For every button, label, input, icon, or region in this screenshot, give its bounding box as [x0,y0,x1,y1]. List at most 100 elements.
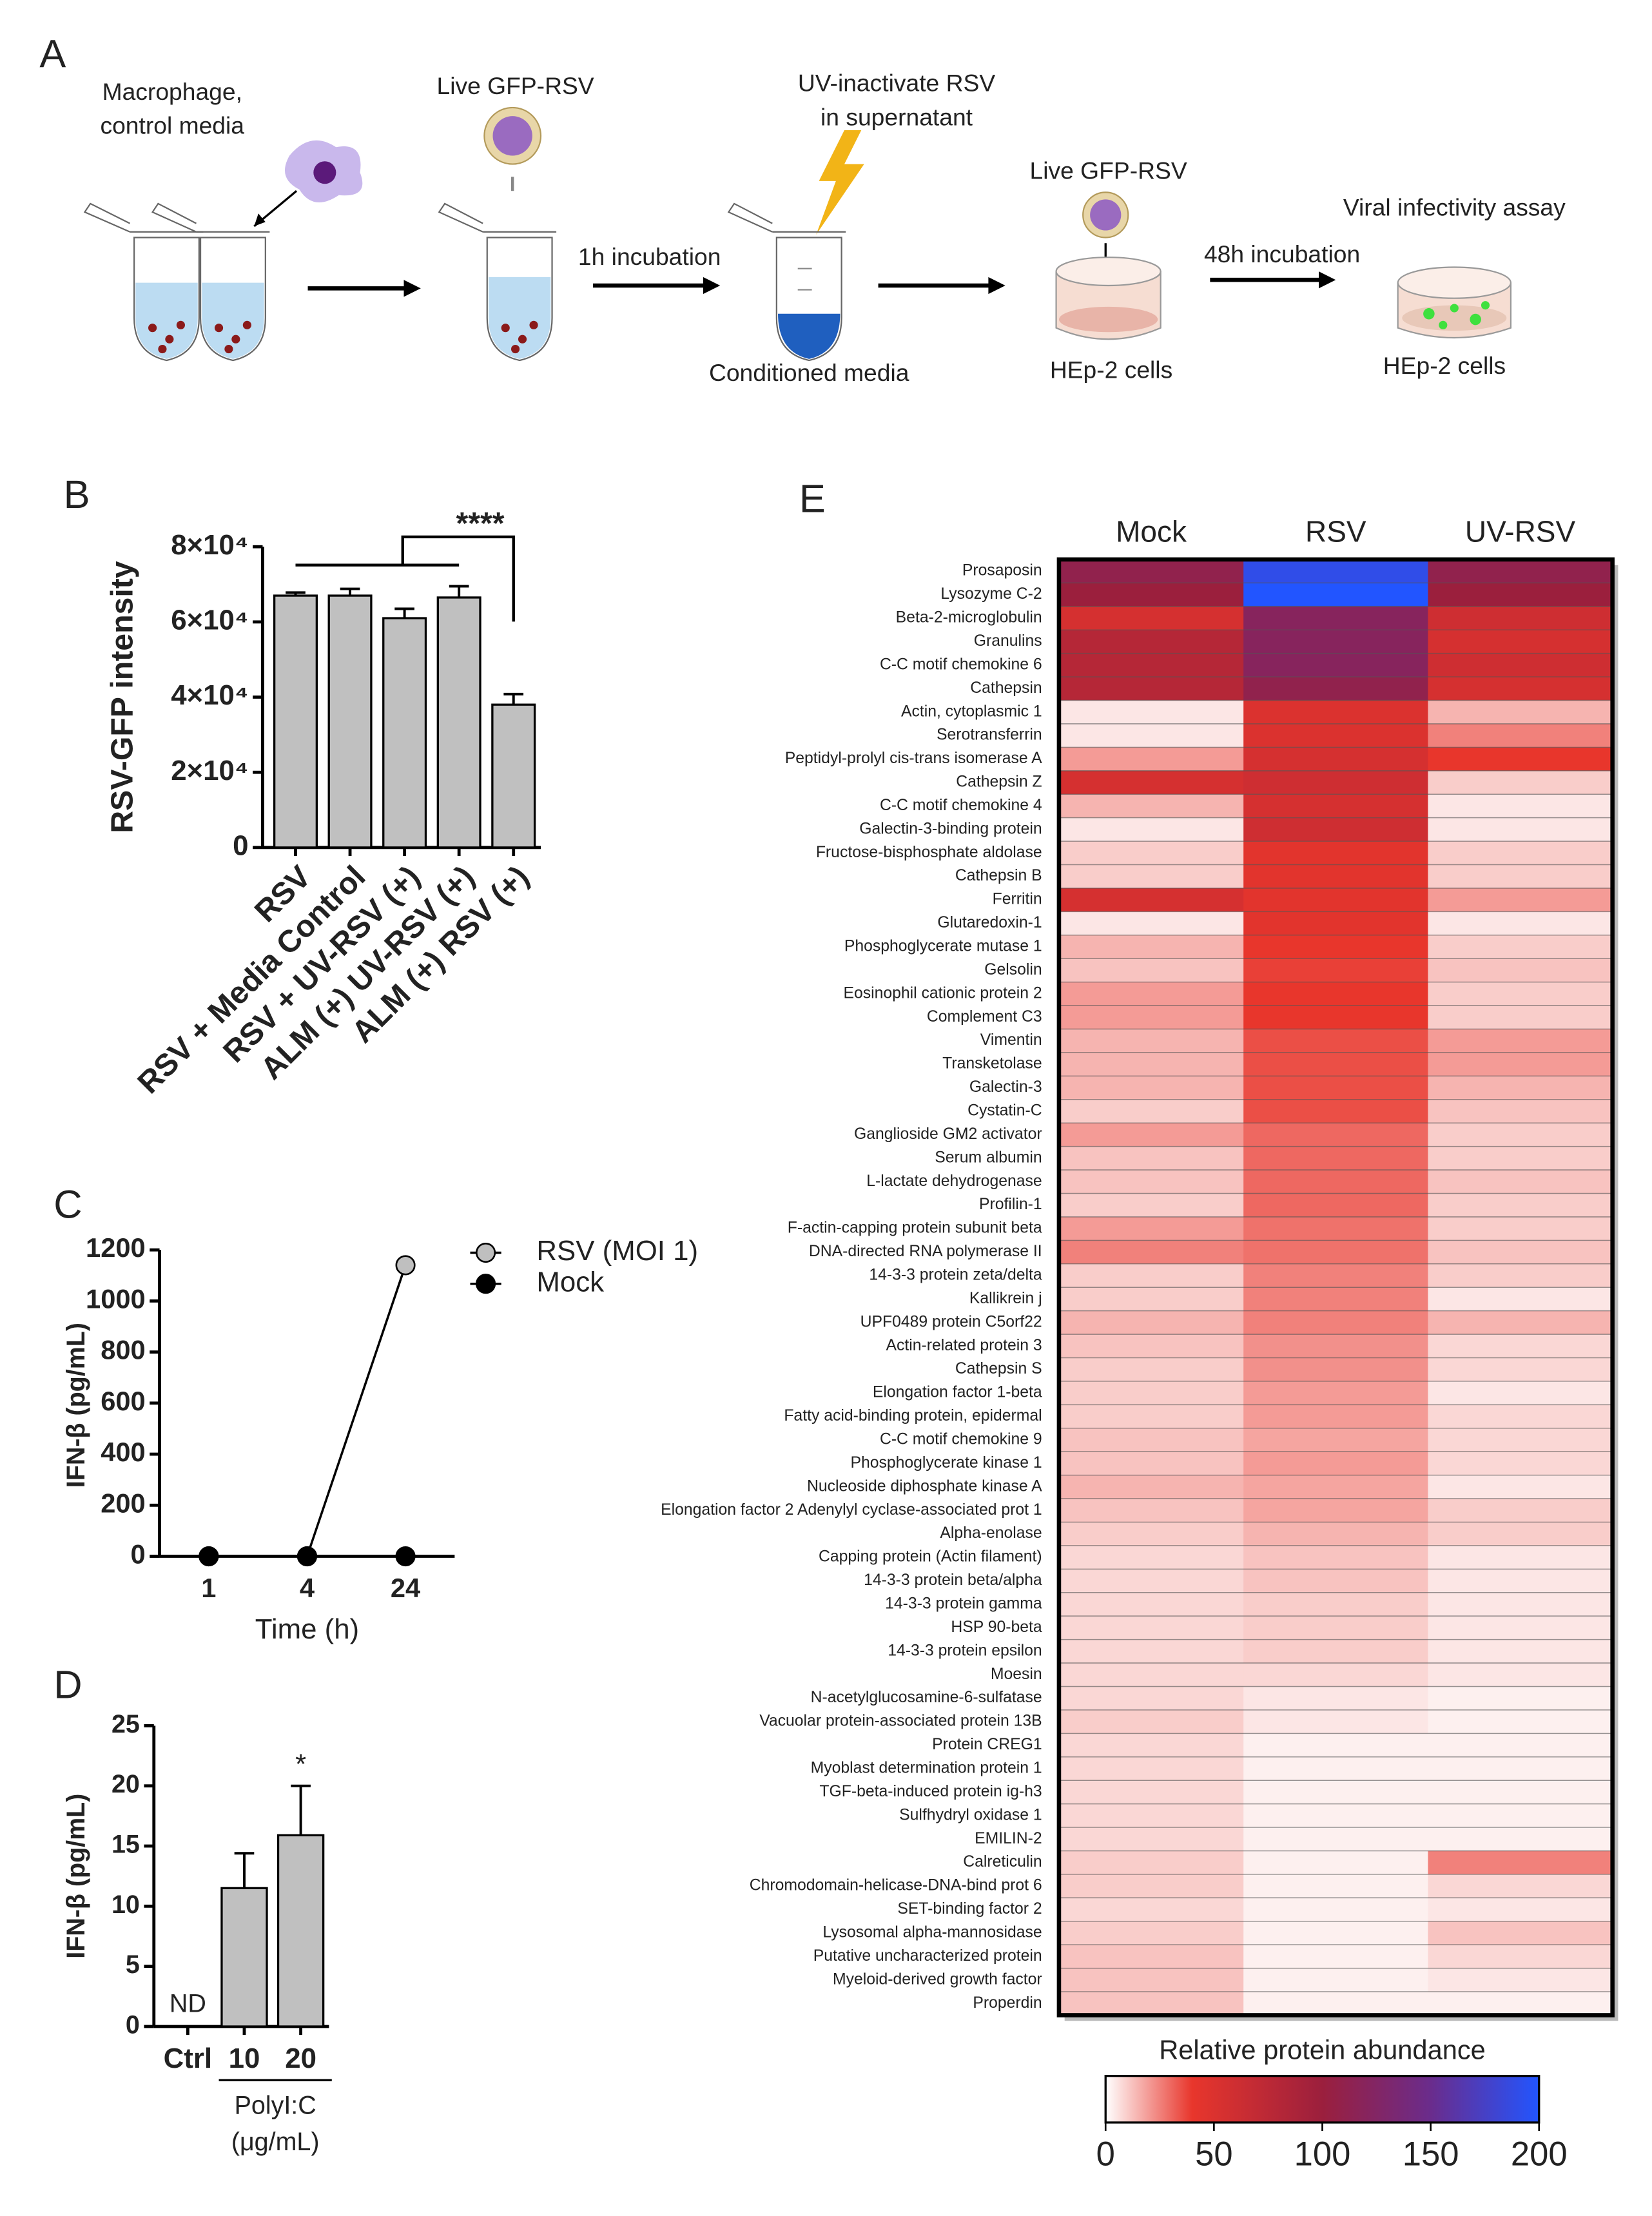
y-axis-label: RSV-GFP intensity [105,561,140,833]
row-label: Transketolase [942,1055,1042,1073]
row-label: Beta-2-microglobulin [896,609,1042,627]
heatmap-cell [1243,630,1429,654]
heatmap-cell [1058,1099,1245,1124]
row-label: Vimentin [980,1031,1042,1049]
heatmap-cell [1428,1921,1613,1946]
row-label: C-C motif chemokine 4 [880,797,1042,814]
legend-marker [476,1274,496,1294]
row-label: L-lactate dehydrogenase [866,1172,1042,1190]
heatmap-cell [1058,1898,1245,1922]
heatmap-cell [1243,1756,1429,1782]
heatmap-cell [1058,1475,1245,1499]
heatmap-cell [1058,723,1245,748]
label: Macrophage, [102,78,242,105]
colorbar-tick-label: 200 [1511,2135,1568,2173]
heatmap-cell [1058,559,1245,584]
heatmap-cell [1243,982,1429,1006]
heatmap-cell [1058,1803,1245,1828]
y-tick-label: 10 [112,1890,140,1919]
panel-letter: C [53,1182,82,1227]
heatmap-cell [1058,1193,1245,1218]
heatmap-cell [1243,1240,1429,1265]
heatmap-cell [1058,1663,1245,1687]
heatmap-cell [1428,1029,1613,1053]
bar [220,1887,268,2028]
heatmap-cell [1428,1006,1613,1030]
heatmap-cell [1428,1123,1613,1147]
heatmap-cell [1058,1992,1245,2016]
heatmap-cell [1243,1709,1429,1735]
x-tick-label: 4 [300,1573,315,1603]
row-label: Elongation factor 1-beta [873,1384,1042,1401]
row-label: C-C motif chemokine 6 [880,656,1042,673]
y-tick-label: 6×10⁴ [171,604,248,636]
heatmap-cell [1243,958,1429,983]
row-label: Lysosomal alpha-mannosidase [822,1923,1042,1941]
column-label: Mock [1116,515,1187,549]
heatmap-cell [1428,1522,1613,1546]
heatmap-cell [1428,1874,1613,1899]
heatmap-cell [1243,1663,1429,1687]
row-label: UPF0489 protein C5orf22 [860,1313,1042,1330]
bar [273,594,318,849]
heatmap-cell [1428,1170,1613,1194]
heatmap-cell [1058,747,1245,772]
row-label: 14-3-3 protein gamma [885,1595,1042,1613]
legend-label: RSV (MOI 1) [536,1235,698,1267]
heatmap-cell [1428,1381,1613,1406]
y-axis-label: IFN-β (pg/mL) [62,1323,90,1488]
heatmap-cell [1243,1592,1429,1617]
heatmap-cell [1058,1170,1245,1194]
heatmap-cell [1243,1569,1429,1593]
heatmap-cell [1058,700,1245,724]
heatmap-cell [1243,1522,1429,1546]
row-label: Nucleoside diphosphate kinase A [807,1477,1042,1495]
heatmap-cell [1428,747,1613,772]
heatmap-cell [1428,864,1613,889]
row-label: F-actin-capping protein subunit beta [788,1220,1042,1237]
annotation: ND [170,1990,206,2018]
heatmap-cell [1243,817,1429,842]
heatmap-cell [1058,935,1245,960]
arrow-head [254,213,266,226]
heatmap-cell [1428,630,1613,654]
tube [151,202,270,362]
heatmap-cell [1243,700,1429,724]
heatmap-cell [1243,1216,1429,1241]
row-label: Protein CREG1 [932,1736,1042,1753]
significance-bracket [295,535,515,622]
x-tick-label: 1 [201,1573,216,1603]
row-label: Cathepsin Z [956,773,1042,791]
column-label: RSV [1305,515,1366,549]
heatmap-cell [1243,1287,1429,1312]
heatmap-cell [1243,1006,1429,1030]
heatmap-cell [1428,1898,1613,1922]
dish [1397,266,1512,339]
heatmap-cell [1058,1381,1245,1406]
heatmap-cell [1243,1499,1429,1523]
heatmap-cell [1243,747,1429,772]
legend-marker [476,1242,496,1263]
y-tick-label: 5 [126,1950,140,1979]
virus-core [1090,199,1122,231]
annotation: * [295,1749,306,1780]
heatmap-cell [1428,770,1613,795]
heatmap-cell [1428,606,1613,631]
heatmap-cell [1428,1945,1613,1969]
heatmap-cell [1428,1240,1613,1265]
heatmap-cell [1243,1639,1429,1664]
heatmap-cell [1058,1310,1245,1335]
row-label: Calreticulin [963,1853,1042,1871]
x-axis-label: Time (h) [255,1613,359,1645]
heatmap-cell [1058,1616,1245,1640]
heatmap-cell [1428,911,1613,936]
heatmap-cell [1428,1287,1613,1312]
heatmap-cell [1243,1733,1429,1758]
row-label: Actin, cytoplasmic 1 [901,703,1042,720]
heatmap-cell [1428,1428,1613,1453]
heatmap-cell [1428,1404,1613,1429]
row-label: EMILIN-2 [975,1830,1042,1847]
heatmap-cell [1243,1898,1429,1922]
heatmap-cell [1243,1851,1429,1875]
heatmap-cell [1243,1146,1429,1171]
